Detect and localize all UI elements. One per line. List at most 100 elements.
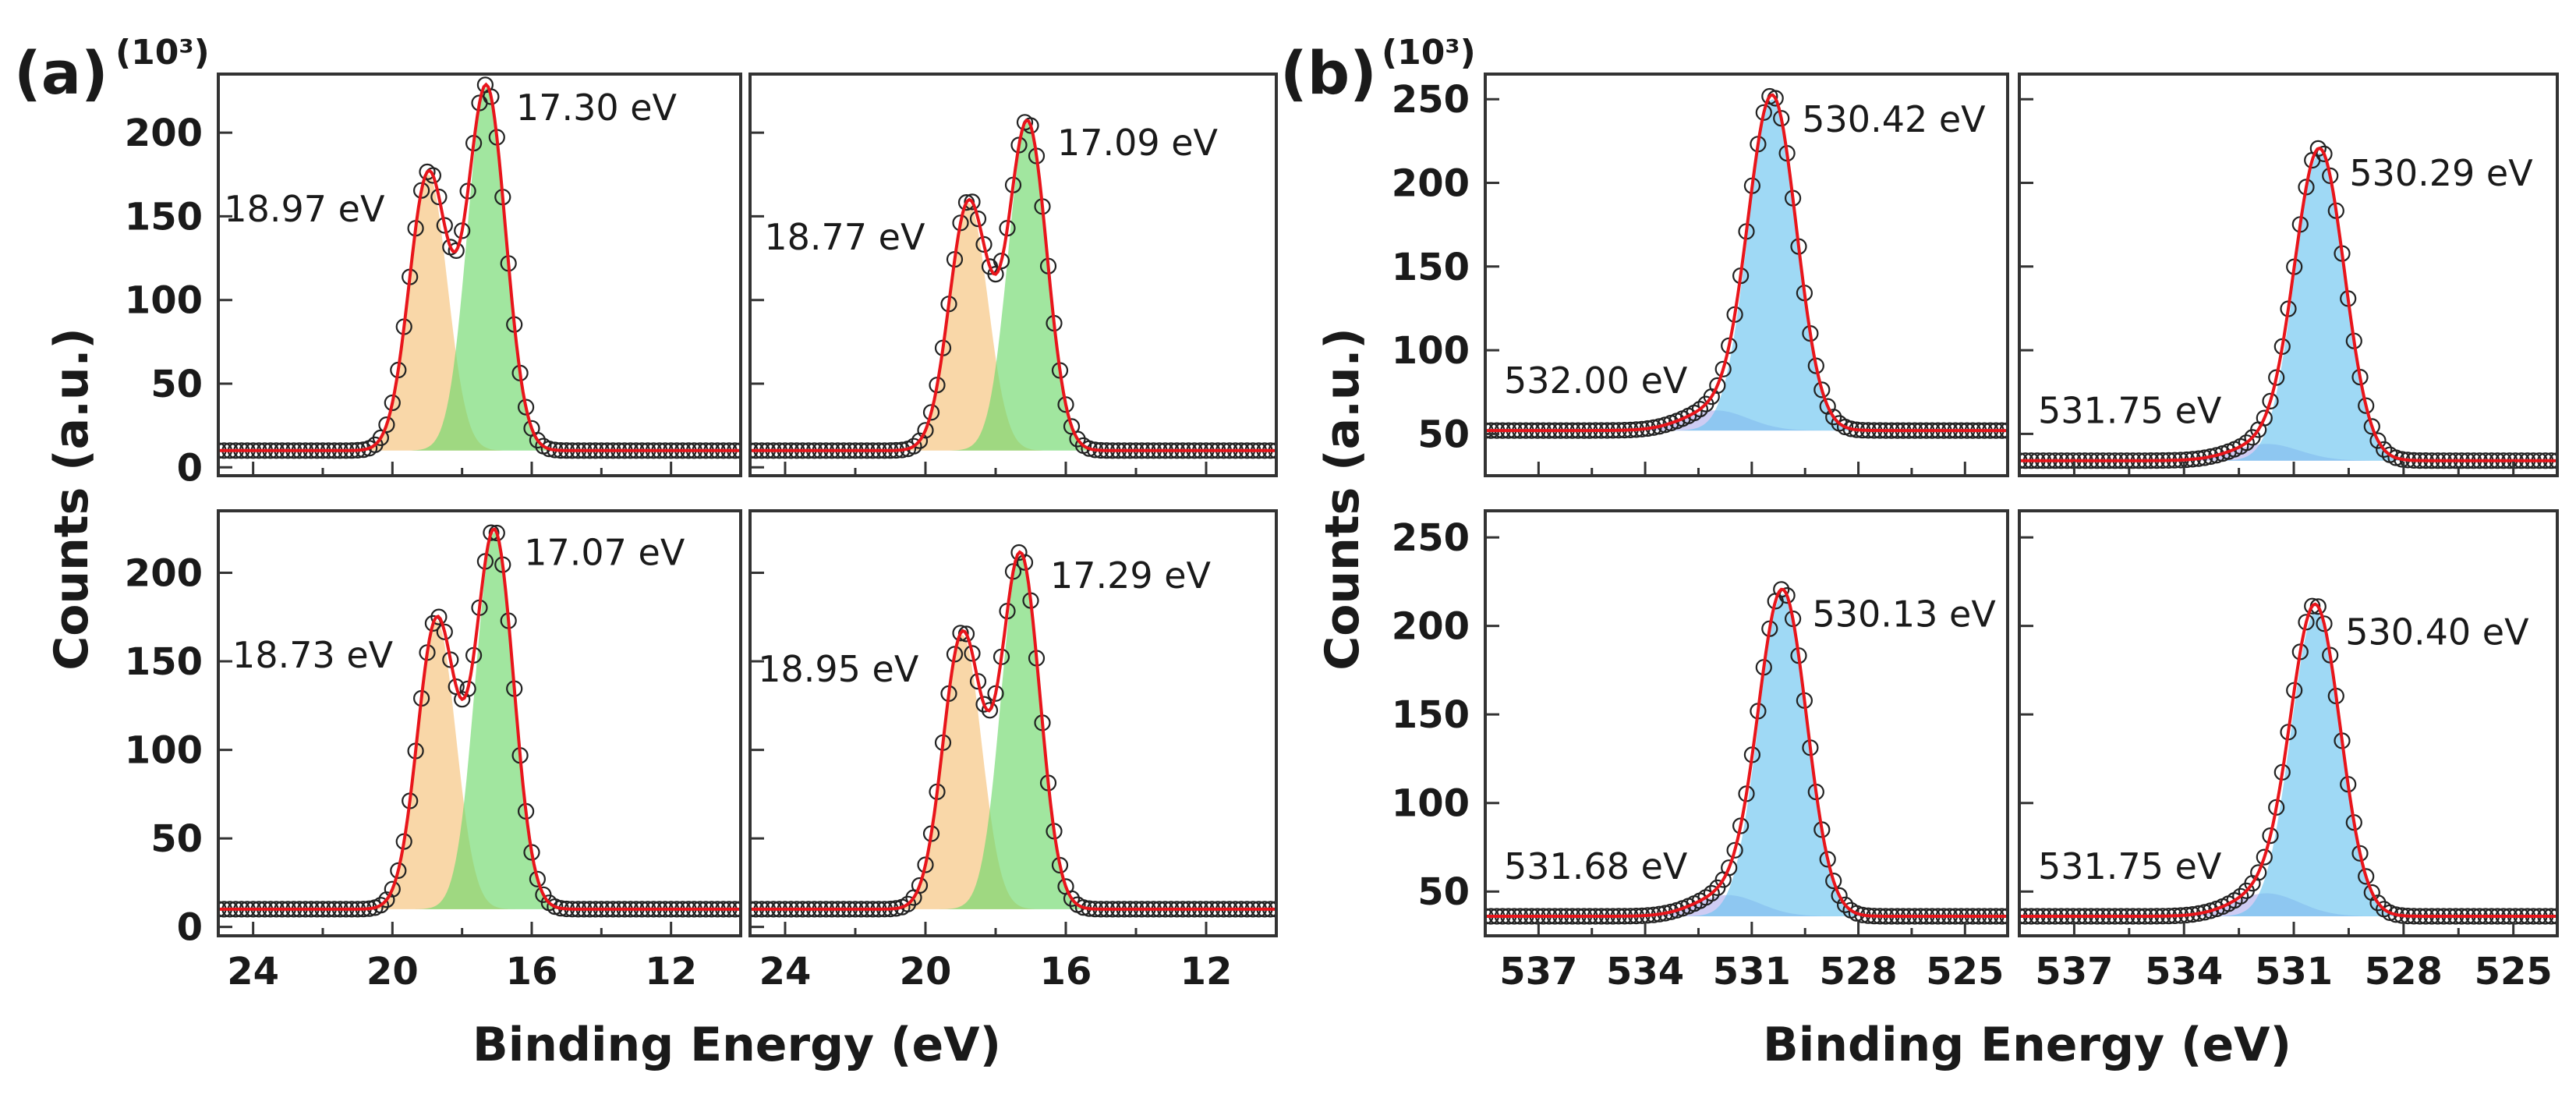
data-point bbox=[964, 645, 981, 662]
x-tick-label: 525 bbox=[1926, 950, 2004, 994]
peak-annotation: 530.42 eV bbox=[1802, 98, 1986, 140]
peak-fill-2 bbox=[1485, 99, 2008, 431]
fit-line bbox=[218, 527, 741, 911]
fit-line bbox=[2019, 146, 2557, 462]
y-tick-label: 50 bbox=[1417, 413, 1470, 456]
data-point bbox=[2363, 418, 2380, 435]
data-point bbox=[911, 877, 929, 894]
data-point bbox=[483, 524, 500, 541]
peak-annotation: 18.97 eV bbox=[224, 188, 385, 230]
panel-a-multiplier: (10³) bbox=[115, 33, 210, 73]
y-tick-label: 100 bbox=[1392, 329, 1470, 373]
subplot-a-2: 17.09 eV 18.77 eV bbox=[748, 73, 1278, 477]
peak-fill-2 bbox=[2019, 152, 2557, 461]
data-point bbox=[1721, 859, 1738, 877]
y-tick-label: 250 bbox=[1392, 516, 1470, 560]
peak-fill-2 bbox=[1485, 593, 2008, 916]
peak-annotation: 531.75 eV bbox=[2038, 845, 2222, 887]
data-point bbox=[2208, 447, 2225, 464]
data-point bbox=[436, 623, 453, 640]
peak-fill-2 bbox=[750, 555, 1276, 909]
data-point bbox=[969, 211, 987, 228]
x-tick-label: 534 bbox=[2145, 950, 2223, 994]
data-point bbox=[1703, 884, 1720, 902]
peak-annotation: 18.77 eV bbox=[764, 216, 925, 258]
data-point bbox=[2250, 864, 2267, 881]
data-point bbox=[964, 193, 981, 211]
data-point bbox=[2238, 434, 2255, 452]
fit-line bbox=[2019, 602, 2557, 918]
data-point bbox=[917, 422, 934, 439]
x-tick-label: 525 bbox=[2475, 950, 2553, 994]
y-tick-label: 150 bbox=[1392, 693, 1470, 737]
data-point bbox=[1063, 890, 1081, 907]
subplot-b-2: 530.29 eV 531.75 eV bbox=[2018, 73, 2559, 477]
panel-b-ylabel: Counts (a.u.) bbox=[1315, 328, 1370, 671]
data-point bbox=[378, 416, 395, 434]
y-tick-label: 200 bbox=[125, 551, 203, 595]
y-tick-label: 0 bbox=[177, 906, 203, 950]
x-tick-label: 24 bbox=[227, 950, 279, 994]
data-point bbox=[2316, 615, 2333, 632]
data-point bbox=[1813, 381, 1831, 398]
peak-annotation: 17.09 eV bbox=[1057, 122, 1219, 164]
plot-content bbox=[750, 544, 1276, 918]
data-point bbox=[952, 625, 969, 642]
data-point bbox=[430, 608, 448, 625]
peak-annotation: 18.95 eV bbox=[758, 648, 919, 690]
data-point bbox=[2232, 887, 2249, 905]
fit-line bbox=[750, 119, 1276, 452]
x-tick-label: 537 bbox=[2035, 950, 2113, 994]
peak-annotation: 18.73 eV bbox=[232, 634, 394, 676]
y-tick-label: 200 bbox=[125, 112, 203, 155]
data-point bbox=[975, 236, 993, 253]
axes-frame bbox=[217, 509, 742, 937]
x-tick-label: 528 bbox=[2365, 950, 2443, 994]
data-point bbox=[2256, 409, 2273, 427]
x-tick-label: 531 bbox=[2255, 950, 2333, 994]
x-tick-label: 16 bbox=[1040, 950, 1092, 994]
data-point bbox=[529, 870, 547, 887]
peak-fill-2 bbox=[2019, 611, 2557, 916]
data-point bbox=[2262, 392, 2279, 410]
y-tick-label: 50 bbox=[1417, 870, 1470, 914]
data-point bbox=[1778, 586, 1796, 604]
peak-fill-2 bbox=[750, 122, 1276, 451]
y-tick-label: 100 bbox=[1392, 782, 1470, 826]
axes-frame bbox=[217, 73, 742, 477]
y-tick-label: 200 bbox=[1392, 605, 1470, 649]
y-tick-label: 200 bbox=[1392, 161, 1470, 205]
axes-frame bbox=[2018, 73, 2559, 477]
x-tick-label: 24 bbox=[759, 950, 812, 994]
axes-frame bbox=[1484, 73, 2009, 477]
y-tick-label: 100 bbox=[125, 279, 203, 323]
peak-annotation: 531.68 eV bbox=[1504, 845, 1688, 887]
peak-annotation: 17.07 eV bbox=[524, 531, 685, 573]
plot-content bbox=[1485, 581, 2008, 925]
peak-fill-2 bbox=[218, 532, 741, 909]
data-point bbox=[384, 880, 401, 898]
data-point bbox=[1662, 903, 1679, 920]
peak-fill-2 bbox=[218, 87, 741, 451]
plot-content bbox=[2019, 597, 2557, 925]
axes-frame bbox=[748, 509, 1278, 937]
data-point bbox=[1709, 377, 1726, 394]
plot-content bbox=[2019, 140, 2557, 469]
data-point bbox=[454, 691, 471, 708]
axes-frame bbox=[748, 73, 1278, 477]
axes-frame bbox=[1484, 509, 2009, 937]
data-point bbox=[1773, 581, 1790, 598]
data-point bbox=[2358, 868, 2375, 885]
subplot-a-1: 0 50 100 150 200 17.30 eV 18.97 eV bbox=[125, 73, 742, 490]
fit-line bbox=[750, 550, 1276, 911]
data-point bbox=[2309, 140, 2327, 157]
fit-line bbox=[1485, 587, 2008, 918]
panel-b-xlabel: Binding Energy (eV) bbox=[1763, 1018, 2291, 1072]
data-point bbox=[2262, 827, 2279, 845]
data-point bbox=[2369, 894, 2387, 912]
panel-a-ylabel: Counts (a.u.) bbox=[44, 328, 99, 671]
data-point bbox=[2358, 397, 2375, 414]
peak-annotation: 531.75 eV bbox=[2038, 390, 2222, 432]
